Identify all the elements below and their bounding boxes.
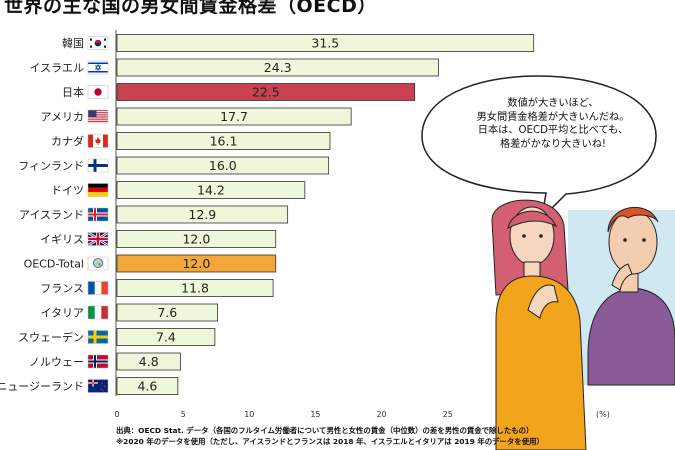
bar bbox=[116, 279, 274, 297]
flag-italy-icon bbox=[87, 305, 109, 320]
category-label: フランス bbox=[40, 282, 84, 295]
data-label: 22.5 bbox=[252, 85, 280, 100]
category-label: イスラエル bbox=[29, 62, 84, 75]
flag-norway-icon bbox=[87, 354, 109, 369]
category-label: アイスランド bbox=[19, 209, 84, 222]
data-label: 4.6 bbox=[137, 379, 157, 394]
bar bbox=[116, 132, 331, 150]
bar bbox=[116, 303, 218, 322]
flag-sweden-icon bbox=[87, 330, 109, 344]
bubble-line: 数値が大きいほど、 bbox=[507, 98, 599, 109]
bar bbox=[116, 181, 306, 199]
bar bbox=[116, 377, 179, 395]
bubble-line: 格差がかなり大きいね! bbox=[500, 138, 606, 150]
bubble-line: 男女間賃金格差が大きいんだね。 bbox=[476, 111, 630, 123]
flag-oecd-icon bbox=[87, 256, 109, 271]
x-tick-label: 10 bbox=[244, 410, 254, 419]
data-label: 16.1 bbox=[210, 134, 238, 149]
flag-new-zealand-icon bbox=[87, 379, 109, 393]
bar bbox=[116, 254, 277, 273]
category-label: OECD-Total bbox=[24, 258, 84, 271]
data-label: 7.6 bbox=[157, 305, 177, 320]
people-illustration bbox=[491, 199, 675, 450]
flag-germany-icon bbox=[87, 183, 109, 197]
bar bbox=[116, 328, 216, 346]
bubble-line: 日本は、OECD平均と比べても、 bbox=[477, 125, 629, 137]
x-tick-label: 5 bbox=[181, 410, 186, 419]
category-label: スウェーデン bbox=[18, 330, 84, 344]
bar bbox=[116, 205, 289, 224]
data-label: 16.0 bbox=[209, 158, 237, 173]
bar bbox=[116, 107, 352, 126]
data-label: 7.4 bbox=[156, 330, 176, 345]
category-label: フィンランド bbox=[18, 160, 84, 173]
data-label: 12.9 bbox=[188, 207, 216, 222]
bar bbox=[116, 83, 416, 101]
flag-uk-icon bbox=[87, 231, 109, 247]
bar bbox=[116, 352, 181, 371]
x-tick-label: 20 bbox=[376, 410, 386, 419]
bar bbox=[116, 58, 439, 77]
woman-figure bbox=[491, 199, 587, 450]
data-label: 14.2 bbox=[197, 183, 225, 198]
data-label: 24.3 bbox=[264, 60, 292, 75]
data-label: 31.5 bbox=[311, 36, 339, 51]
flag-canada-icon bbox=[87, 134, 109, 148]
data-label: 11.8 bbox=[181, 281, 209, 296]
bar bbox=[116, 156, 330, 175]
category-label: イギリス bbox=[40, 233, 84, 246]
data-label: 17.7 bbox=[220, 109, 248, 124]
flag-israel-icon bbox=[87, 60, 109, 75]
data-label: 4.8 bbox=[139, 354, 159, 369]
flag-france-icon bbox=[87, 281, 109, 295]
x-tick-label: 0 bbox=[114, 410, 119, 419]
flag-japan-icon bbox=[87, 85, 109, 99]
data-label: 12.0 bbox=[182, 256, 210, 271]
category-label: イタリア bbox=[40, 307, 84, 320]
speech-bubble-text: 数値が大きいほど、 男女間賃金格差が大きいんだね。 日本は、OECD平均と比べて… bbox=[453, 97, 653, 151]
bar bbox=[116, 230, 277, 248]
category-label: 日本 bbox=[62, 85, 84, 99]
source-notes: 出典：OECD Stat. データ（各国のフルタイム労働者について男性と女性の賃… bbox=[116, 426, 544, 447]
category-label: カナダ bbox=[51, 134, 84, 148]
bar bbox=[116, 34, 535, 52]
category-label: 韓国 bbox=[62, 37, 84, 50]
category-label: ニュージーランド bbox=[0, 380, 84, 393]
flag-usa-icon bbox=[87, 109, 109, 124]
category-label: ドイツ bbox=[51, 184, 84, 197]
x-tick-label: 15 bbox=[310, 410, 320, 419]
footnote: ※2020 年のデータを使用（ただし、アイスランドとフランスは 2018 年、イ… bbox=[116, 436, 544, 446]
category-label: ノルウェー bbox=[29, 356, 84, 369]
flag-finland-icon bbox=[87, 158, 109, 173]
chart-title: 世界の主な国の男女間賃金格差（OECD） bbox=[4, 0, 377, 17]
man-figure bbox=[587, 206, 675, 386]
x-tick-label: 25 bbox=[443, 410, 453, 419]
data-label: 12.0 bbox=[182, 232, 210, 247]
flag-korea-icon bbox=[87, 36, 109, 50]
category-label: アメリカ bbox=[41, 111, 84, 124]
x-unit-label: (%) bbox=[596, 410, 610, 419]
source-note: 出典：OECD Stat. データ（各国のフルタイム労働者について男性と女性の賃… bbox=[116, 426, 534, 435]
flag-iceland-icon bbox=[87, 207, 109, 222]
